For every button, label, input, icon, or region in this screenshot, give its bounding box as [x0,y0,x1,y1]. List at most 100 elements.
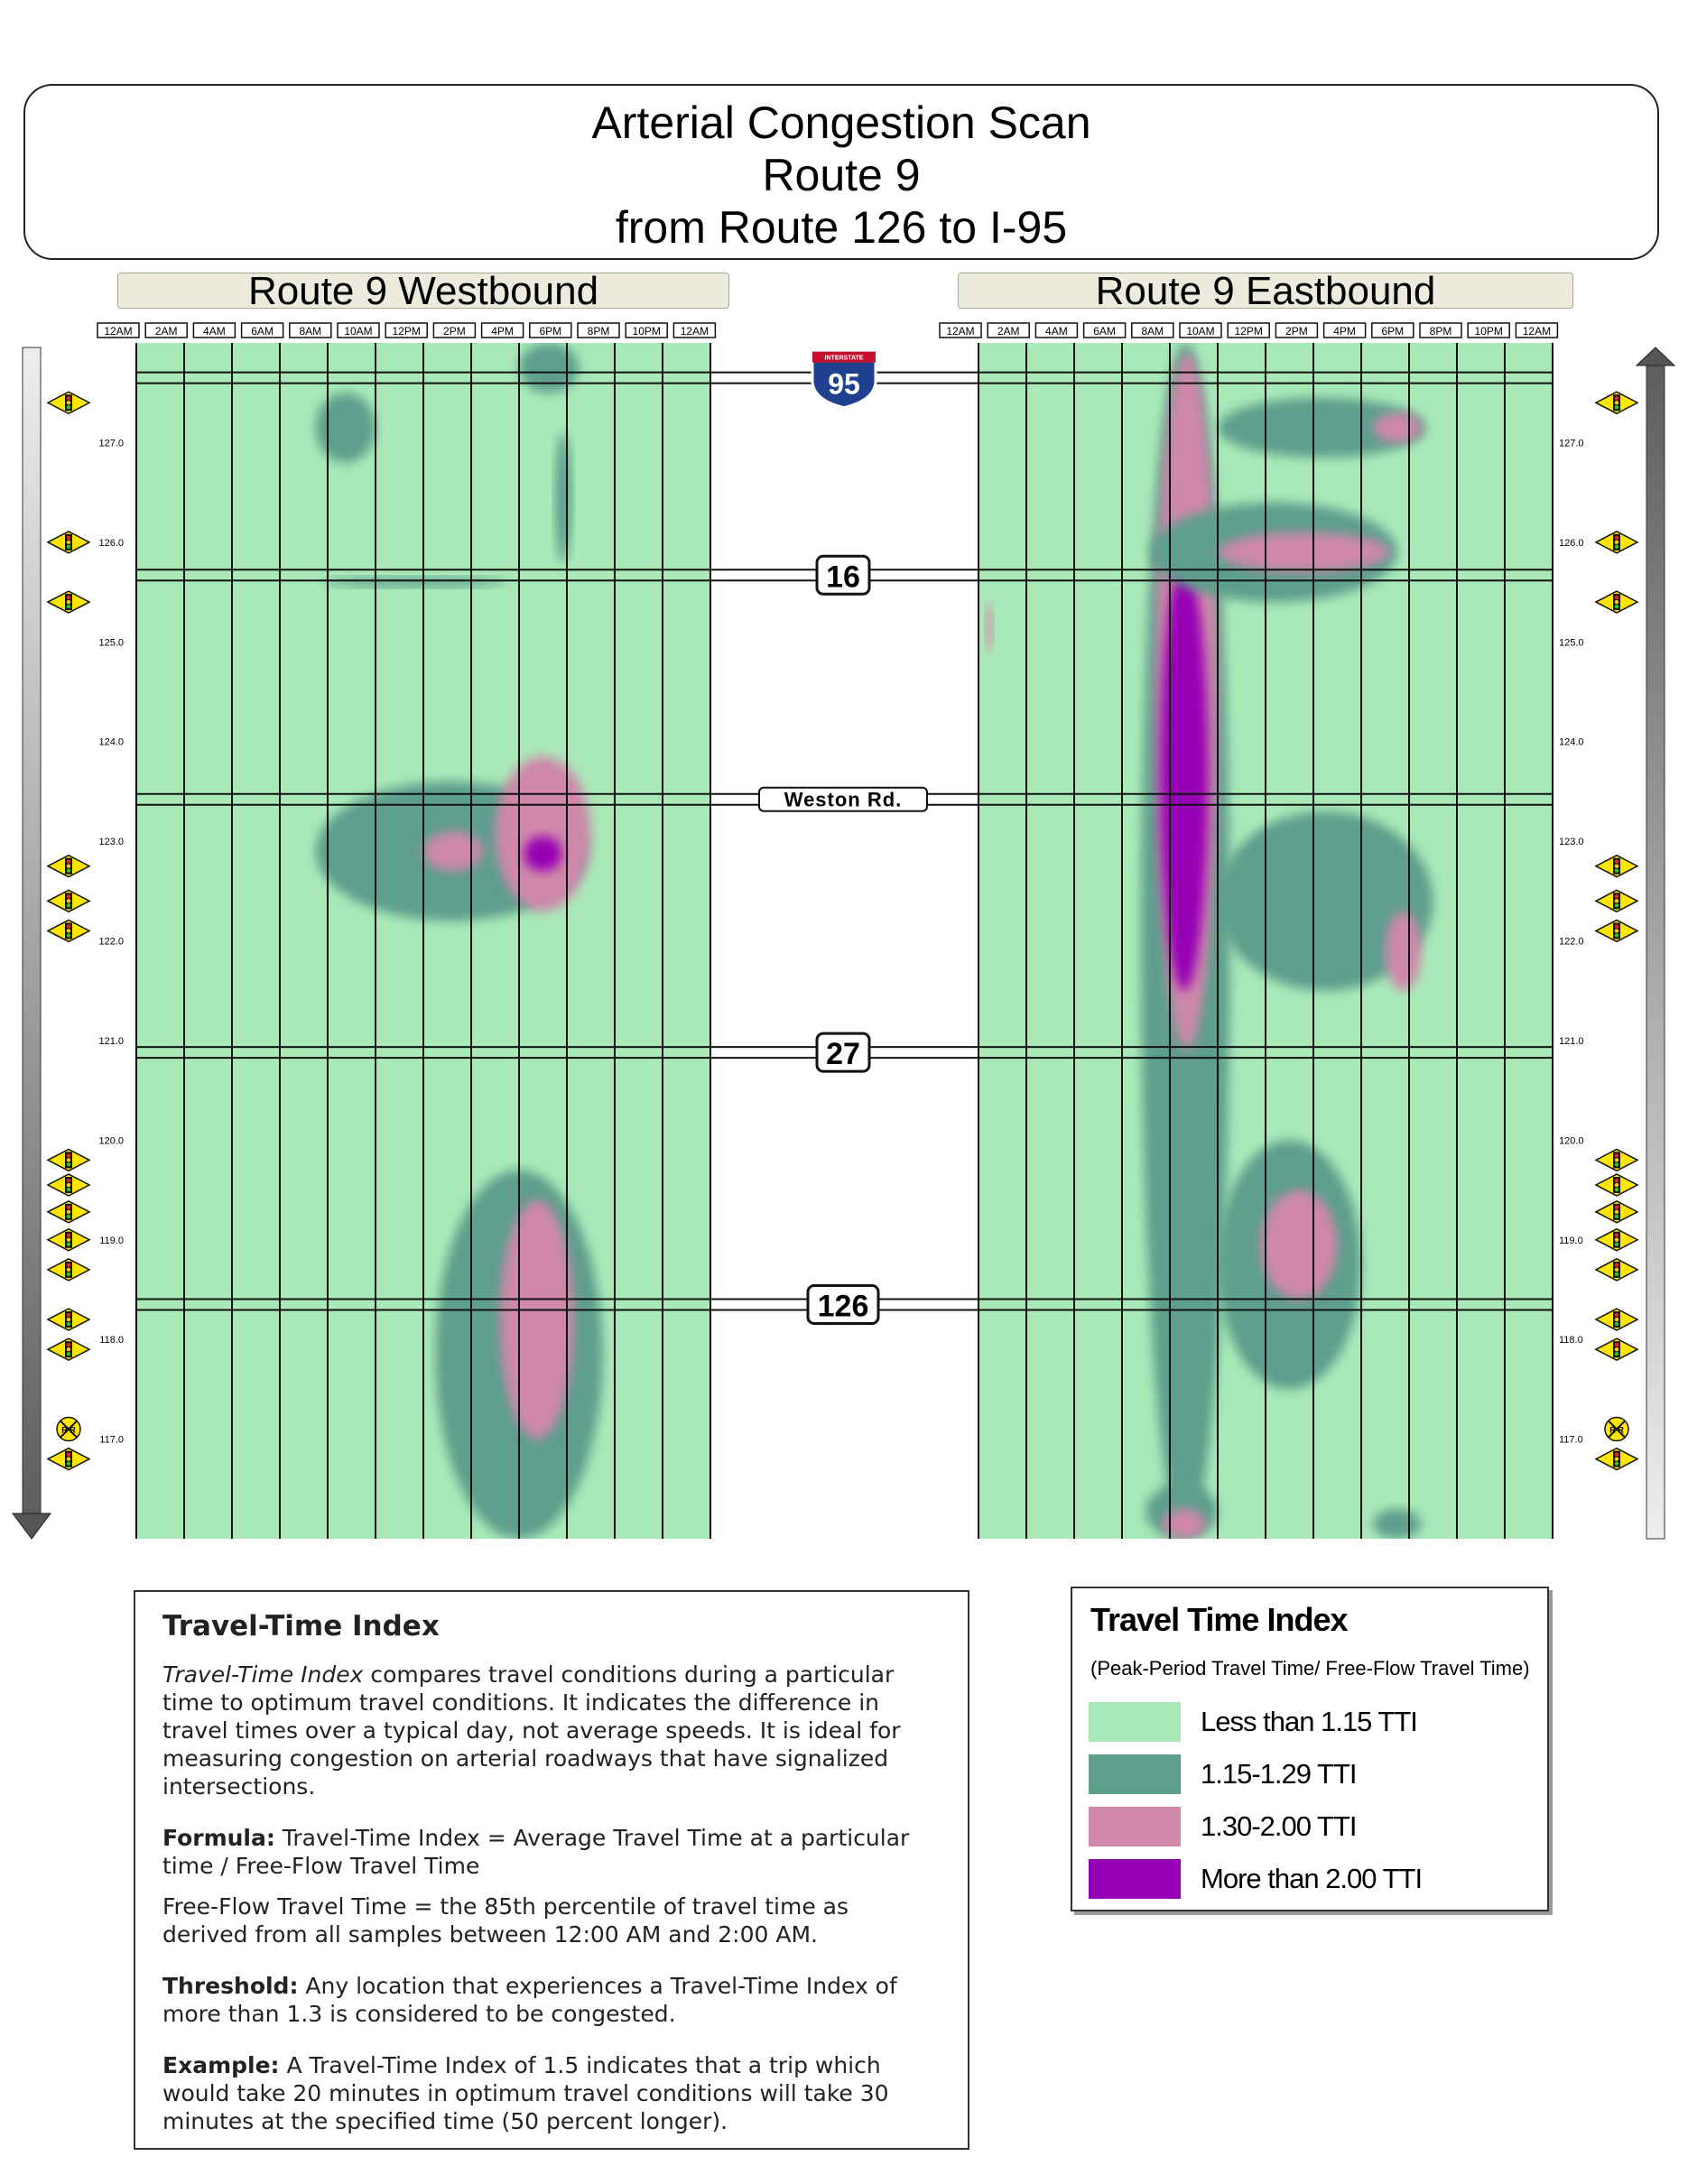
x-tick-box [1275,322,1319,338]
y-tick-label: 126.0 [1559,538,1584,549]
traffic-signal-icon [1594,530,1639,554]
tti-threshold-text: Any location that experiences a Travel-T… [162,1973,897,2027]
traffic-signal-icon [1594,1308,1639,1331]
railroad-label: R R [61,1426,76,1435]
signal-red-lamp [66,595,71,600]
signal-red-lamp [66,396,71,401]
signal-green-lamp [1614,1187,1619,1192]
signal-green-lamp [66,1272,71,1277]
y-tick-label: 120.0 [1559,1135,1584,1146]
y-tick-label: 122.0 [1559,937,1584,948]
signal-green-lamp [66,1162,71,1167]
railroad-label: R R [1609,1426,1624,1435]
legend-label: 1.30-2.00 TTI [1201,1810,1358,1842]
heatmap-cell [1385,911,1422,991]
signal-yellow-lamp [1614,1347,1619,1352]
signal-yellow-lamp [1614,1237,1619,1242]
signal-yellow-lamp [1614,1267,1619,1272]
signal-red-lamp [1614,1153,1619,1158]
signal-red-lamp [1614,535,1619,541]
signal-red-lamp [1614,396,1619,401]
route-shield-icon [815,554,871,596]
legend-label: Less than 1.15 TTI [1201,1706,1418,1737]
x-tick-label: 4AM [203,325,226,338]
signal-green-lamp [1614,868,1619,873]
x-tick-box [625,322,668,338]
signal-yellow-lamp [66,929,71,933]
signal-yellow-lamp [1614,929,1619,933]
legend-item-115-129: 1.15-1.29 TTI [1089,1754,1540,1796]
signal-green-lamp [66,604,71,609]
tti-legend: Travel Time Index (Peak-Period Travel Ti… [1071,1587,1549,1911]
x-tick-label: 8PM [588,325,610,338]
signal-red-lamp [1614,595,1619,600]
signal-red-lamp [66,1178,71,1183]
signal-green-lamp [1614,405,1619,410]
y-tick-label: 120.0 [98,1135,124,1146]
signal-yellow-lamp [1614,864,1619,868]
legend-subtitle: (Peak-Period Travel Time/ Free-Flow Trav… [1090,1657,1530,1680]
signal-yellow-lamp [66,1457,71,1461]
signal-red-lamp [1614,1233,1619,1237]
signal-yellow-lamp [66,1182,71,1188]
x-tick-box [1179,322,1222,338]
heatmap-cell [1160,561,1209,991]
traffic-signal-icon [1594,919,1639,943]
x-tick-box [240,322,284,338]
x-tick-box [97,322,140,338]
signal-red-lamp [66,894,71,899]
traffic-signal-icon [46,1148,91,1172]
tti-intro-italic: Travel-Time Index [162,1661,364,1688]
signal-green-lamp [66,1461,71,1466]
road-name-plate [758,786,928,812]
x-tick-box [1371,322,1414,338]
legend-title: Travel Time Index [1090,1601,1348,1638]
y-tick-label: 122.0 [98,937,124,948]
x-tick-box [337,322,380,338]
signal-yellow-lamp [1614,1457,1619,1461]
y-tick-label: 126.0 [98,538,124,549]
traffic-signal-icon [1594,1258,1639,1282]
signal-green-lamp [66,1242,71,1246]
traffic-signal-icon [1594,1447,1639,1471]
route-shield-icon [815,1032,871,1073]
legend-swatch [1089,1702,1181,1742]
traffic-signal-icon [1594,1148,1639,1172]
x-tick-label: 8AM [1141,325,1164,338]
y-tick-label: 119.0 [99,1235,124,1246]
title-box: Arterial Congestion Scan Route 9 from Ro… [23,84,1659,260]
westbound-banner: Route 9 Westbound [117,272,729,311]
traffic-signal-icon [46,919,91,943]
signal-yellow-lamp [66,401,71,405]
heatmap-cell [423,831,484,872]
traffic-signal-icon [46,590,91,614]
heatmap-cell [1260,1189,1338,1300]
y-tick-label: 127.0 [98,438,124,449]
x-tick-label: 12PM [1235,325,1263,338]
signal-green-lamp [1614,604,1619,609]
signal-red-lamp [66,859,71,864]
y-tick-label: 117.0 [1559,1435,1583,1446]
page-subtitle-route: Route 9 [762,150,921,200]
x-tick-label: 6AM [1093,325,1116,338]
x-tick-label: 12PM [393,325,421,338]
signal-green-lamp [1614,903,1619,908]
interstate-shield-icon [811,350,877,410]
tti-intro-paragraph: Travel-Time Index compares travel condit… [162,1661,941,1800]
westbound-direction-arrow-shaft [22,347,42,1514]
y-tick-label: 123.0 [1559,837,1584,847]
traffic-signal-icon [1594,1227,1639,1252]
interstate-shield-band [812,351,876,363]
signal-green-lamp [1614,1272,1619,1277]
heatmap-cell [524,836,562,872]
signal-yellow-lamp [66,864,71,868]
y-tick-label: 117.0 [99,1435,124,1446]
cross-street-label: 126 [818,1290,869,1324]
tti-example-paragraph: Example: A Travel-Time Index of 1.5 indi… [162,2051,941,2135]
tti-panel-heading: Travel-Time Index [162,1610,440,1643]
y-tick-label: 127.0 [1559,438,1584,449]
tti-formula-paragraph: Formula: Travel-Time Index = Average Tra… [162,1824,941,1880]
signal-red-lamp [1614,1178,1619,1183]
y-tick-label: 118.0 [1559,1335,1583,1346]
x-tick-label: 2PM [443,325,466,338]
